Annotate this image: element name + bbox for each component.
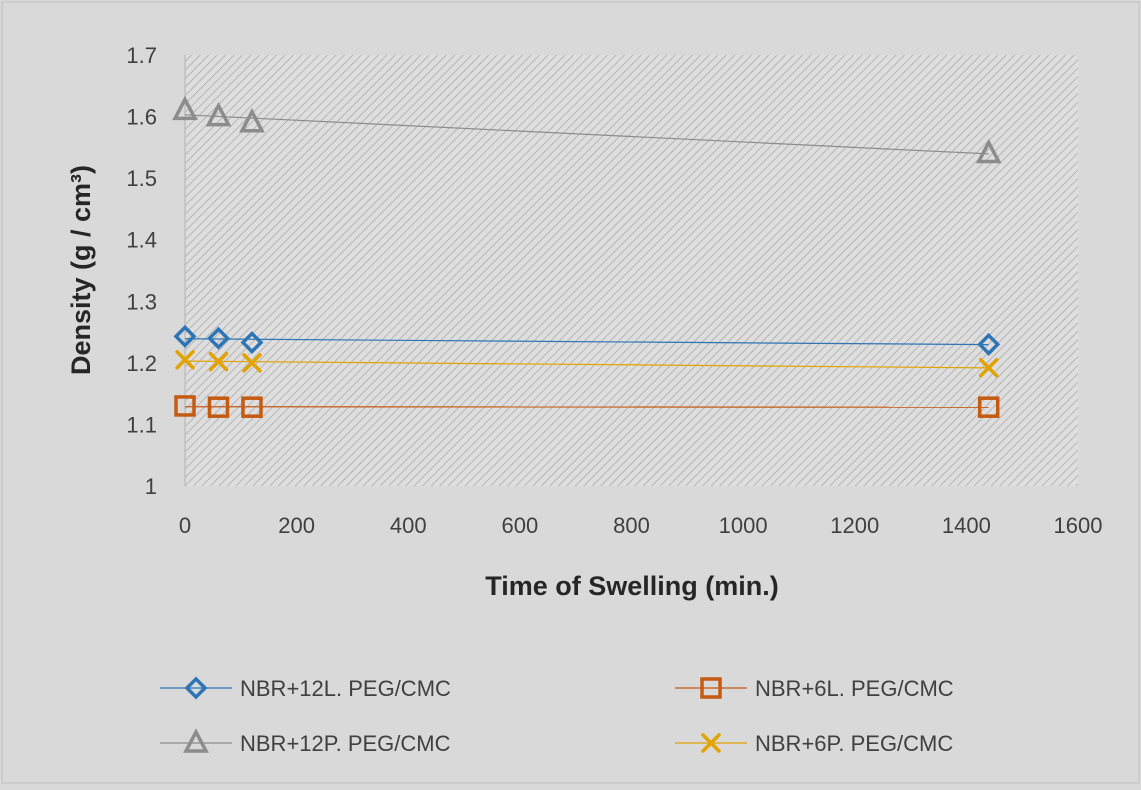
data-point xyxy=(172,95,198,121)
legend-marker xyxy=(700,677,722,699)
data-point xyxy=(241,396,263,418)
x-tick-label: 200 xyxy=(278,513,315,538)
y-axis-title: Density (g / cm³) xyxy=(66,165,96,375)
x-tick-label: 0 xyxy=(179,513,191,538)
legend-item: NBR+6L. PEG/CMC xyxy=(675,676,954,701)
x-axis-title: Time of Swelling (min.) xyxy=(485,571,779,601)
series-line xyxy=(184,406,989,408)
legend-label: NBR+12L. PEG/CMC xyxy=(240,676,451,701)
legend-item: NBR+12P. PEG/CMC xyxy=(160,728,451,756)
legend-marker xyxy=(184,676,208,700)
series-line xyxy=(184,338,989,346)
y-tick-label: 1.4 xyxy=(126,228,157,253)
x-tick-label: 1000 xyxy=(719,513,768,538)
legend: NBR+12L. PEG/CMC NBR+6L. PEG/CMC NBR+12P. … xyxy=(160,676,954,756)
y-tick-label: 1.6 xyxy=(126,105,157,130)
series-line xyxy=(184,360,989,369)
legend-item: NBR+6P. PEG/CMC xyxy=(675,731,953,756)
data-point xyxy=(205,101,232,127)
x-tick-label: 600 xyxy=(502,513,539,538)
legend-marker xyxy=(701,733,721,753)
data-point xyxy=(208,351,229,372)
data-point xyxy=(242,353,262,373)
data-point xyxy=(977,332,1001,356)
series-3 xyxy=(172,95,1002,164)
legend-item: NBR+12L. PEG/CMC xyxy=(160,676,451,701)
series-4 xyxy=(175,350,999,378)
data-point xyxy=(173,324,197,348)
data-point xyxy=(240,331,264,355)
x-tick-label: 400 xyxy=(390,513,427,538)
y-tick-label: 1.2 xyxy=(126,351,157,376)
data-point xyxy=(978,358,999,378)
x-tick-label: 1600 xyxy=(1054,513,1103,538)
legend-marker xyxy=(183,728,209,753)
plot-area xyxy=(185,55,1078,486)
x-tick-label: 800 xyxy=(613,513,650,538)
data-point xyxy=(977,396,1000,418)
data-point xyxy=(207,326,230,350)
data-point xyxy=(175,350,195,370)
legend-label: NBR+6P. PEG/CMC xyxy=(755,731,953,756)
y-tick-label: 1.5 xyxy=(126,166,157,191)
legend-label: NBR+12P. PEG/CMC xyxy=(240,731,451,756)
series-2 xyxy=(174,395,1000,418)
data-point xyxy=(975,138,1002,164)
data-point xyxy=(207,396,230,418)
y-tick-label: 1 xyxy=(145,474,157,499)
y-tick-label: 1.7 xyxy=(126,43,157,68)
series-1 xyxy=(173,324,1001,356)
x-tick-label: 1200 xyxy=(830,513,879,538)
legend-label: NBR+6L. PEG/CMC xyxy=(755,676,954,701)
y-tick-label: 1.1 xyxy=(126,412,157,437)
y-tick-label: 1.3 xyxy=(126,289,157,314)
x-tick-label: 1400 xyxy=(942,513,991,538)
data-point xyxy=(239,107,265,133)
data-point xyxy=(174,395,196,417)
series-line xyxy=(184,114,989,155)
